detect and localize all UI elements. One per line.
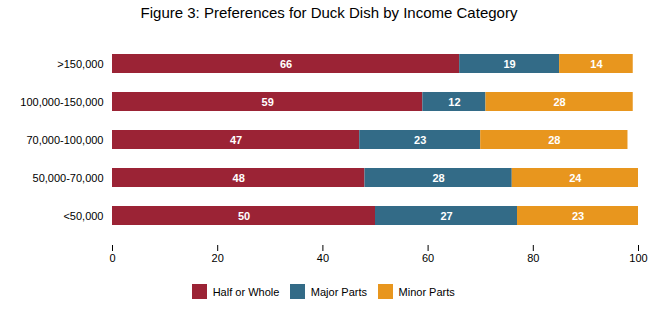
svg-text:100: 100: [629, 252, 647, 264]
svg-text:100,000-150,000: 100,000-150,000: [20, 96, 103, 108]
svg-text:50,000-70,000: 50,000-70,000: [33, 172, 104, 184]
svg-text:0: 0: [109, 252, 115, 264]
html-text:Minor Parts: Minor Parts: [398, 285, 455, 298]
svg-text:>150,000: >150,000: [57, 58, 103, 70]
svg-text:60: 60: [422, 252, 434, 264]
html-text:Major Parts: Major Parts: [310, 285, 368, 298]
svg-text:23: 23: [414, 134, 426, 146]
svg-text:40: 40: [317, 252, 329, 264]
svg-text:50: 50: [238, 210, 250, 222]
svg-text:70,000-100,000: 70,000-100,000: [26, 134, 103, 146]
svg-text:66: 66: [280, 58, 292, 70]
svg-text:27: 27: [440, 210, 452, 222]
svg-text:28: 28: [432, 172, 444, 184]
svg-text:23: 23: [572, 210, 584, 222]
svg-text:20: 20: [212, 252, 224, 264]
svg-text:12: 12: [448, 96, 460, 108]
svg-text:24: 24: [569, 172, 582, 184]
svg-text:80: 80: [527, 252, 539, 264]
html-text:Figure 3: Preferences for Duck: Figure 3: Preferences for Duck Dish by I…: [140, 4, 518, 21]
svg-text:28: 28: [553, 96, 565, 108]
svg-text:47: 47: [230, 134, 242, 146]
svg-text:48: 48: [233, 172, 245, 184]
svg-text:19: 19: [504, 58, 516, 70]
svg-text:28: 28: [548, 134, 560, 146]
svg-text:14: 14: [590, 58, 603, 70]
svg-text:59: 59: [262, 96, 274, 108]
html-text:Half or Whole: Half or Whole: [212, 285, 280, 298]
svg-text:<50,000: <50,000: [63, 210, 103, 222]
